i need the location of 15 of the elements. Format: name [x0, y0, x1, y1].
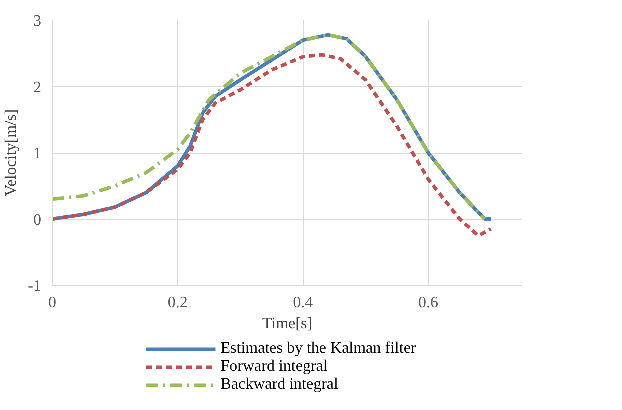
x-tick-label: 0	[48, 294, 56, 312]
legend-label: Estimates by the Kalman filter	[220, 340, 416, 358]
legend-label: Backward integral	[220, 376, 338, 394]
x-axis-title: Time[s]	[262, 316, 313, 332]
x-tick-label: 0.4	[293, 294, 314, 312]
y-tick-label: 3	[34, 13, 42, 30]
y-tick-label: -1	[28, 278, 42, 295]
line-series	[52, 53, 493, 238]
y-axis-title: Velocity[m/s]	[3, 109, 20, 197]
x-tick-label: 0.6	[418, 294, 438, 312]
y-tick-label: 0	[34, 212, 42, 229]
y-tick-label: 2	[34, 79, 42, 96]
legend-label: Forward integral	[220, 358, 328, 376]
y-tick-label: 1	[34, 146, 42, 162]
x-tick-label: 0.2	[168, 294, 188, 312]
